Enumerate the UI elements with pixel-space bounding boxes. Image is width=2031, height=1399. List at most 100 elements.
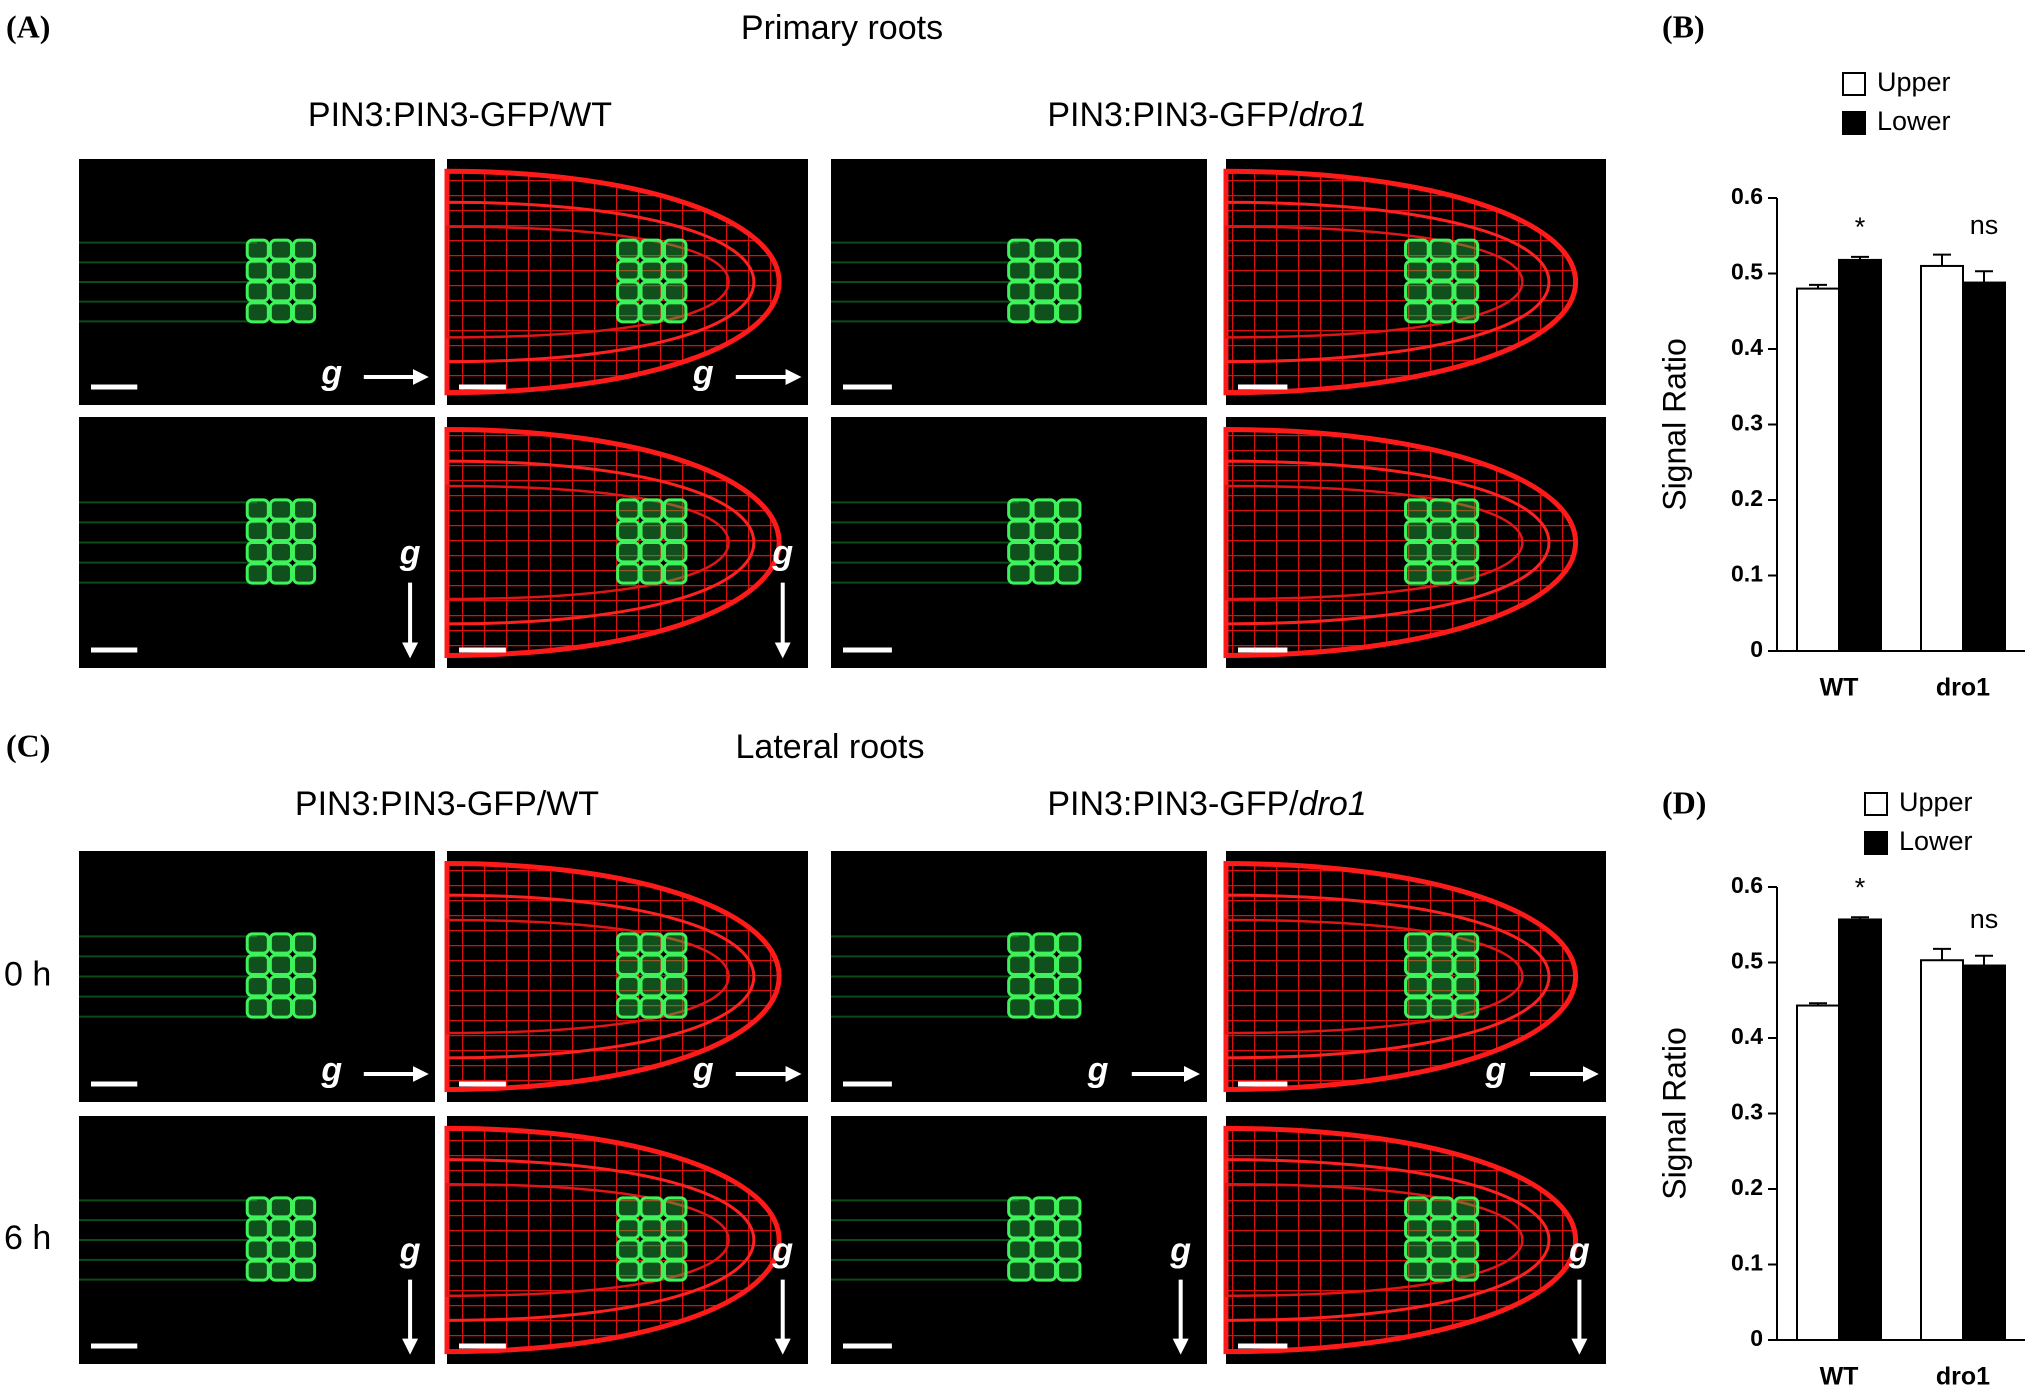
gravity-label: g <box>771 1231 793 1269</box>
gfp-cell <box>1031 259 1058 282</box>
legend-label: Lower <box>1899 826 1973 856</box>
genotype-label: PIN3:PIN3-GFP/dro1 <box>1047 785 1366 823</box>
gfp-cell <box>1007 1217 1033 1240</box>
gfp-cell <box>1056 280 1082 303</box>
gfp-cell <box>291 1217 317 1240</box>
gfp-cell <box>245 519 270 542</box>
root-layer <box>445 225 730 339</box>
legend-label: Upper <box>1877 67 1951 97</box>
gfp-cell <box>639 259 665 282</box>
gfp-cell <box>268 932 293 955</box>
gfp-cell <box>1056 498 1082 521</box>
gfp-cell <box>639 953 665 976</box>
x-tick-label: WT <box>1820 674 1859 702</box>
gfp-cell <box>1453 1238 1480 1261</box>
micrograph: g <box>79 1116 435 1364</box>
gravity-label: g <box>771 534 793 572</box>
micrograph: g <box>1223 851 1606 1102</box>
root-layer <box>445 918 730 1035</box>
gfp-cell <box>1453 953 1480 976</box>
gfp-cell <box>291 1196 317 1219</box>
root-layer <box>1224 200 1551 364</box>
gfp-cell <box>245 932 270 955</box>
gfp-cell <box>1404 953 1430 976</box>
gfp-cell <box>616 932 641 955</box>
x-tick-label: dro1 <box>1936 1363 1990 1391</box>
bar <box>1796 287 1840 652</box>
gfp-cell <box>1404 562 1430 585</box>
gfp-cell <box>245 1196 270 1219</box>
legend-label: Upper <box>1899 787 1973 817</box>
gfp-cell <box>616 1196 641 1219</box>
gfp-cell <box>1404 498 1430 521</box>
gfp-cell <box>268 259 293 282</box>
y-tick-label: 0.4 <box>1731 334 1763 360</box>
gfp-cell <box>1007 562 1033 585</box>
gfp-cell <box>1056 519 1082 542</box>
legend-swatch <box>1864 792 1888 816</box>
gfp-cell <box>245 259 270 282</box>
gfp-cell <box>268 975 293 998</box>
gfp-cell <box>1404 996 1430 1019</box>
bar <box>1838 258 1882 652</box>
root-layer <box>1224 484 1524 601</box>
micrograph: g <box>444 851 808 1102</box>
y-tick-label: 0.5 <box>1731 259 1763 285</box>
gravity-label: g <box>320 1051 342 1089</box>
y-tick-label: 0.6 <box>1731 872 1763 898</box>
gfp-cell <box>663 259 688 282</box>
gfp-cell <box>616 259 641 282</box>
bar <box>1920 264 1964 652</box>
legend-swatch <box>1842 72 1866 96</box>
root-tissue <box>444 427 782 658</box>
root-tissue <box>1223 1125 1579 1355</box>
gfp-cell <box>1031 280 1058 303</box>
micrograph: g <box>444 1116 808 1364</box>
gfp-cell <box>1007 541 1033 564</box>
gfp-cell <box>663 1259 688 1282</box>
significance-label: ns <box>1970 210 1999 240</box>
gfp-cell <box>1007 259 1033 282</box>
gfp-cell <box>291 301 317 324</box>
panel-label: (C) <box>6 727 50 763</box>
gfp-cell <box>1056 562 1082 585</box>
significance-label: * <box>1855 212 1866 242</box>
gfp-cell <box>639 1259 665 1282</box>
y-tick-label: 0 <box>1750 636 1763 662</box>
gfp-cell <box>663 519 688 542</box>
legend-swatch <box>1864 831 1888 855</box>
gfp-cell <box>291 996 317 1019</box>
gfp-cell <box>291 519 317 542</box>
gfp-cell <box>1031 238 1058 261</box>
genotype-label: PIN3:PIN3-GFP/dro1 <box>1047 96 1366 134</box>
gfp-cell <box>616 238 641 261</box>
root-tissue <box>1223 168 1579 396</box>
panel-title: Primary roots <box>741 9 943 47</box>
gfp-cell <box>245 541 270 564</box>
gfp-cell <box>616 280 641 303</box>
gfp-cell <box>268 238 293 261</box>
y-tick-label: 0.1 <box>1731 561 1763 587</box>
root-layer <box>1224 225 1524 339</box>
gfp-cell <box>245 280 270 303</box>
gfp-cell <box>1453 498 1480 521</box>
time-label: 0 h <box>4 955 51 993</box>
root-layer <box>1224 893 1551 1060</box>
gfp-cell <box>1007 1259 1033 1282</box>
root-tissue <box>1223 861 1579 1092</box>
gfp-cell <box>663 1238 688 1261</box>
gfp-cell <box>1007 1196 1033 1219</box>
gfp-cell <box>245 1238 270 1261</box>
micrograph: g <box>444 159 808 405</box>
gfp-cell <box>663 932 688 955</box>
root-tissue <box>444 168 782 396</box>
gravity-label: g <box>399 534 421 572</box>
bar <box>1920 959 1964 1341</box>
gfp-cell <box>1007 301 1033 324</box>
gfp-cell <box>1404 259 1430 282</box>
gfp-cell <box>268 1196 293 1219</box>
gfp-cell <box>1453 280 1480 303</box>
gfp-cell <box>616 541 641 564</box>
bar <box>1796 1004 1840 1341</box>
